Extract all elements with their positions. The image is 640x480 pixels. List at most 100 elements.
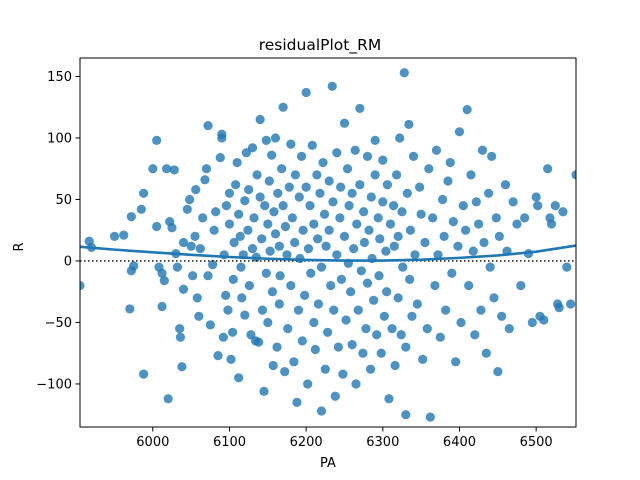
- scatter-point: [247, 244, 258, 254]
- scatter-point: [162, 164, 172, 174]
- scatter-point: [438, 194, 448, 205]
- scatter-point: [228, 274, 238, 284]
- scatter-point: [447, 268, 457, 278]
- scatter-point: [439, 231, 449, 241]
- scatter-point: [454, 127, 465, 137]
- scatter-point: [326, 280, 336, 291]
- scatter-point: [366, 192, 376, 202]
- scatter-point: [464, 280, 474, 291]
- scatter-point: [313, 234, 323, 244]
- scatter-point: [296, 151, 307, 161]
- scatter-point: [550, 201, 560, 211]
- scatter-point: [494, 231, 504, 241]
- scatter-point: [125, 304, 135, 314]
- scatter-point: [297, 336, 307, 346]
- scatter-point: [175, 332, 186, 342]
- scatter-point: [240, 196, 250, 206]
- scatter-point: [224, 188, 235, 198]
- scatter-point: [428, 213, 438, 223]
- scatter-point: [139, 369, 149, 379]
- scatter-point: [139, 188, 149, 198]
- scatter-point: [341, 315, 351, 325]
- scatter-point: [362, 151, 373, 161]
- scatter-point: [274, 299, 284, 309]
- scatter-point: [201, 164, 212, 174]
- scatter-point: [119, 230, 129, 240]
- scatter-point: [298, 225, 308, 235]
- x-tick-label: 6000: [136, 435, 169, 450]
- scatter-point: [261, 268, 271, 278]
- scatter-point: [316, 262, 327, 272]
- scatter-point: [347, 188, 357, 198]
- scatter-point: [126, 212, 136, 222]
- scatter-point: [375, 234, 385, 244]
- scatter-point: [229, 237, 239, 248]
- x-tick-label: 6200: [290, 435, 323, 450]
- scatter-point: [344, 201, 354, 211]
- scatter-point: [152, 221, 162, 232]
- x-tick-label: 6100: [213, 435, 246, 450]
- scatter-point: [462, 105, 472, 115]
- y-tick-label: 50: [55, 193, 72, 208]
- scatter-point: [203, 271, 213, 281]
- scatter-point: [217, 133, 227, 143]
- scatter-point: [369, 295, 379, 305]
- scatter-point: [448, 216, 458, 227]
- scatter-point: [286, 280, 296, 291]
- scatter-point: [382, 180, 393, 190]
- scatter-point: [306, 268, 316, 278]
- scatter-point: [203, 121, 213, 131]
- scatter-point: [261, 135, 271, 146]
- scatter-point: [255, 114, 265, 125]
- scatter-point: [280, 221, 291, 232]
- scatter-point: [430, 280, 440, 291]
- scatter-point: [270, 229, 281, 239]
- scatter-point: [477, 145, 488, 155]
- scatter-point: [370, 135, 380, 146]
- scatter-point: [259, 386, 269, 396]
- scatter-point: [280, 367, 290, 377]
- scatter-point: [412, 299, 422, 309]
- scatter-point: [466, 170, 476, 180]
- scatter-point: [491, 213, 501, 223]
- scatter-point: [356, 266, 366, 276]
- scatter-point: [223, 305, 233, 315]
- scatter-point: [194, 311, 204, 321]
- scatter-point: [481, 348, 491, 358]
- scatter-point: [531, 192, 541, 202]
- scatter-point: [221, 201, 232, 211]
- scatter-point: [500, 180, 511, 190]
- scatter-point: [353, 305, 363, 315]
- scatter-point: [389, 241, 399, 251]
- scatter-point: [290, 170, 301, 180]
- scatter-point: [339, 231, 350, 241]
- scatter-point: [257, 305, 268, 315]
- scatter-point: [316, 406, 327, 416]
- scatter-point: [263, 317, 273, 328]
- scatter-point: [512, 219, 522, 229]
- scatter-point: [275, 271, 285, 281]
- scatter-point: [359, 207, 369, 217]
- scatter-point: [237, 293, 247, 303]
- scatter-point: [543, 164, 553, 174]
- scatter-point: [365, 364, 376, 374]
- scatter-point: [361, 324, 371, 334]
- scatter-point: [185, 194, 195, 205]
- scatter-point: [157, 301, 167, 312]
- scatter-point: [443, 176, 453, 186]
- scatter-point: [329, 305, 339, 315]
- scatter-point: [269, 207, 279, 217]
- scatter-point: [420, 237, 430, 248]
- scatter-point: [527, 317, 537, 328]
- scatter-point: [451, 357, 461, 367]
- scatter-point: [468, 246, 478, 256]
- plot-content: [80, 68, 576, 422]
- scatter-point: [287, 213, 297, 223]
- scatter-point: [289, 357, 299, 367]
- scatter-point: [324, 176, 334, 186]
- scatter-point: [177, 362, 187, 372]
- scatter-point: [484, 188, 494, 198]
- scatter-point: [152, 135, 162, 146]
- scatter-point: [307, 140, 317, 150]
- y-tick-label: 0: [64, 254, 72, 269]
